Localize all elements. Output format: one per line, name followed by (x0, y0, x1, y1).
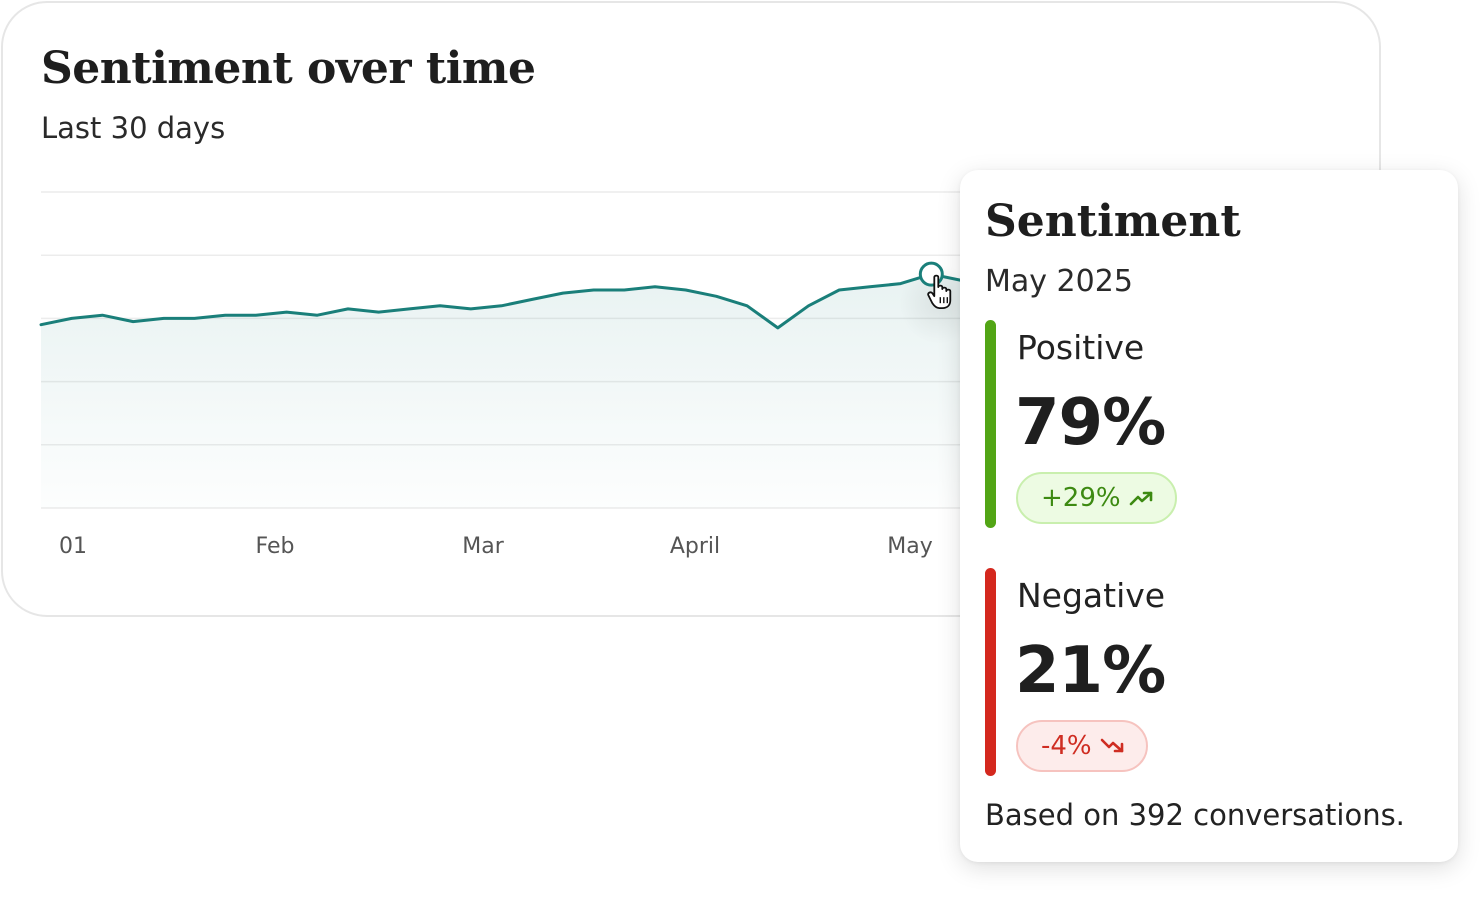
x-tick-label: May (887, 534, 932, 559)
data-point[interactable] (526, 293, 538, 305)
positive-change-badge: +29% (1016, 472, 1177, 524)
data-point[interactable] (35, 319, 47, 331)
data-point[interactable] (649, 281, 661, 293)
positive-label: Positive (1017, 328, 1145, 367)
positive-change: +29% (1041, 483, 1121, 513)
data-point[interactable] (189, 312, 201, 324)
data-point[interactable] (250, 309, 262, 321)
positive-value: 79% (1015, 386, 1166, 460)
data-point[interactable] (403, 303, 415, 315)
x-tick-label: April (670, 534, 720, 559)
series-line (39, 269, 1056, 330)
trend-down-icon (1100, 738, 1123, 753)
data-point[interactable] (496, 300, 508, 312)
data-point[interactable] (710, 290, 722, 302)
negative-value: 21% (1015, 634, 1166, 708)
data-point[interactable] (741, 300, 753, 312)
negative-change: -4% (1041, 731, 1092, 761)
data-point[interactable] (158, 312, 170, 324)
data-point[interactable] (311, 309, 323, 321)
data-point[interactable] (803, 300, 815, 312)
data-point[interactable] (465, 303, 477, 315)
negative-color-bar (985, 568, 996, 776)
x-tick-label: Mar (462, 534, 504, 559)
sentiment-tooltip: Sentiment May 2025 Positive 79% +29% Neg… (960, 170, 1458, 862)
data-point[interactable] (895, 278, 907, 290)
data-point[interactable] (618, 284, 630, 296)
data-point[interactable] (434, 300, 446, 312)
data-point[interactable] (680, 284, 692, 296)
data-point[interactable] (219, 309, 231, 321)
positive-color-bar (985, 320, 996, 528)
data-point[interactable] (772, 322, 784, 334)
data-point[interactable] (96, 309, 108, 321)
card-subtitle: Last 30 days (41, 111, 226, 145)
x-tick-label: Feb (256, 534, 295, 559)
data-point[interactable] (342, 303, 354, 315)
negative-metric: Negative 21% -4% (985, 568, 1425, 776)
data-point[interactable] (588, 284, 600, 296)
trend-up-icon (1129, 491, 1152, 506)
data-point[interactable] (127, 316, 139, 328)
tooltip-date: May 2025 (985, 264, 1133, 299)
negative-label: Negative (1017, 576, 1166, 615)
data-point[interactable] (373, 306, 385, 318)
x-tick-label: 01 (59, 534, 87, 559)
tooltip-title: Sentiment (985, 196, 1241, 247)
series-area (41, 271, 1055, 508)
tooltip-footer: Based on 392 conversations. (985, 798, 1405, 832)
data-point[interactable] (281, 306, 293, 318)
data-point[interactable] (557, 287, 569, 299)
data-point[interactable] (864, 281, 876, 293)
card-title: Sentiment over time (41, 43, 536, 94)
data-point[interactable] (66, 312, 78, 324)
positive-metric: Positive 79% +29% (985, 320, 1425, 528)
data-point[interactable] (833, 284, 845, 296)
hand-pointer-icon (927, 274, 952, 310)
negative-change-badge: -4% (1016, 720, 1148, 772)
